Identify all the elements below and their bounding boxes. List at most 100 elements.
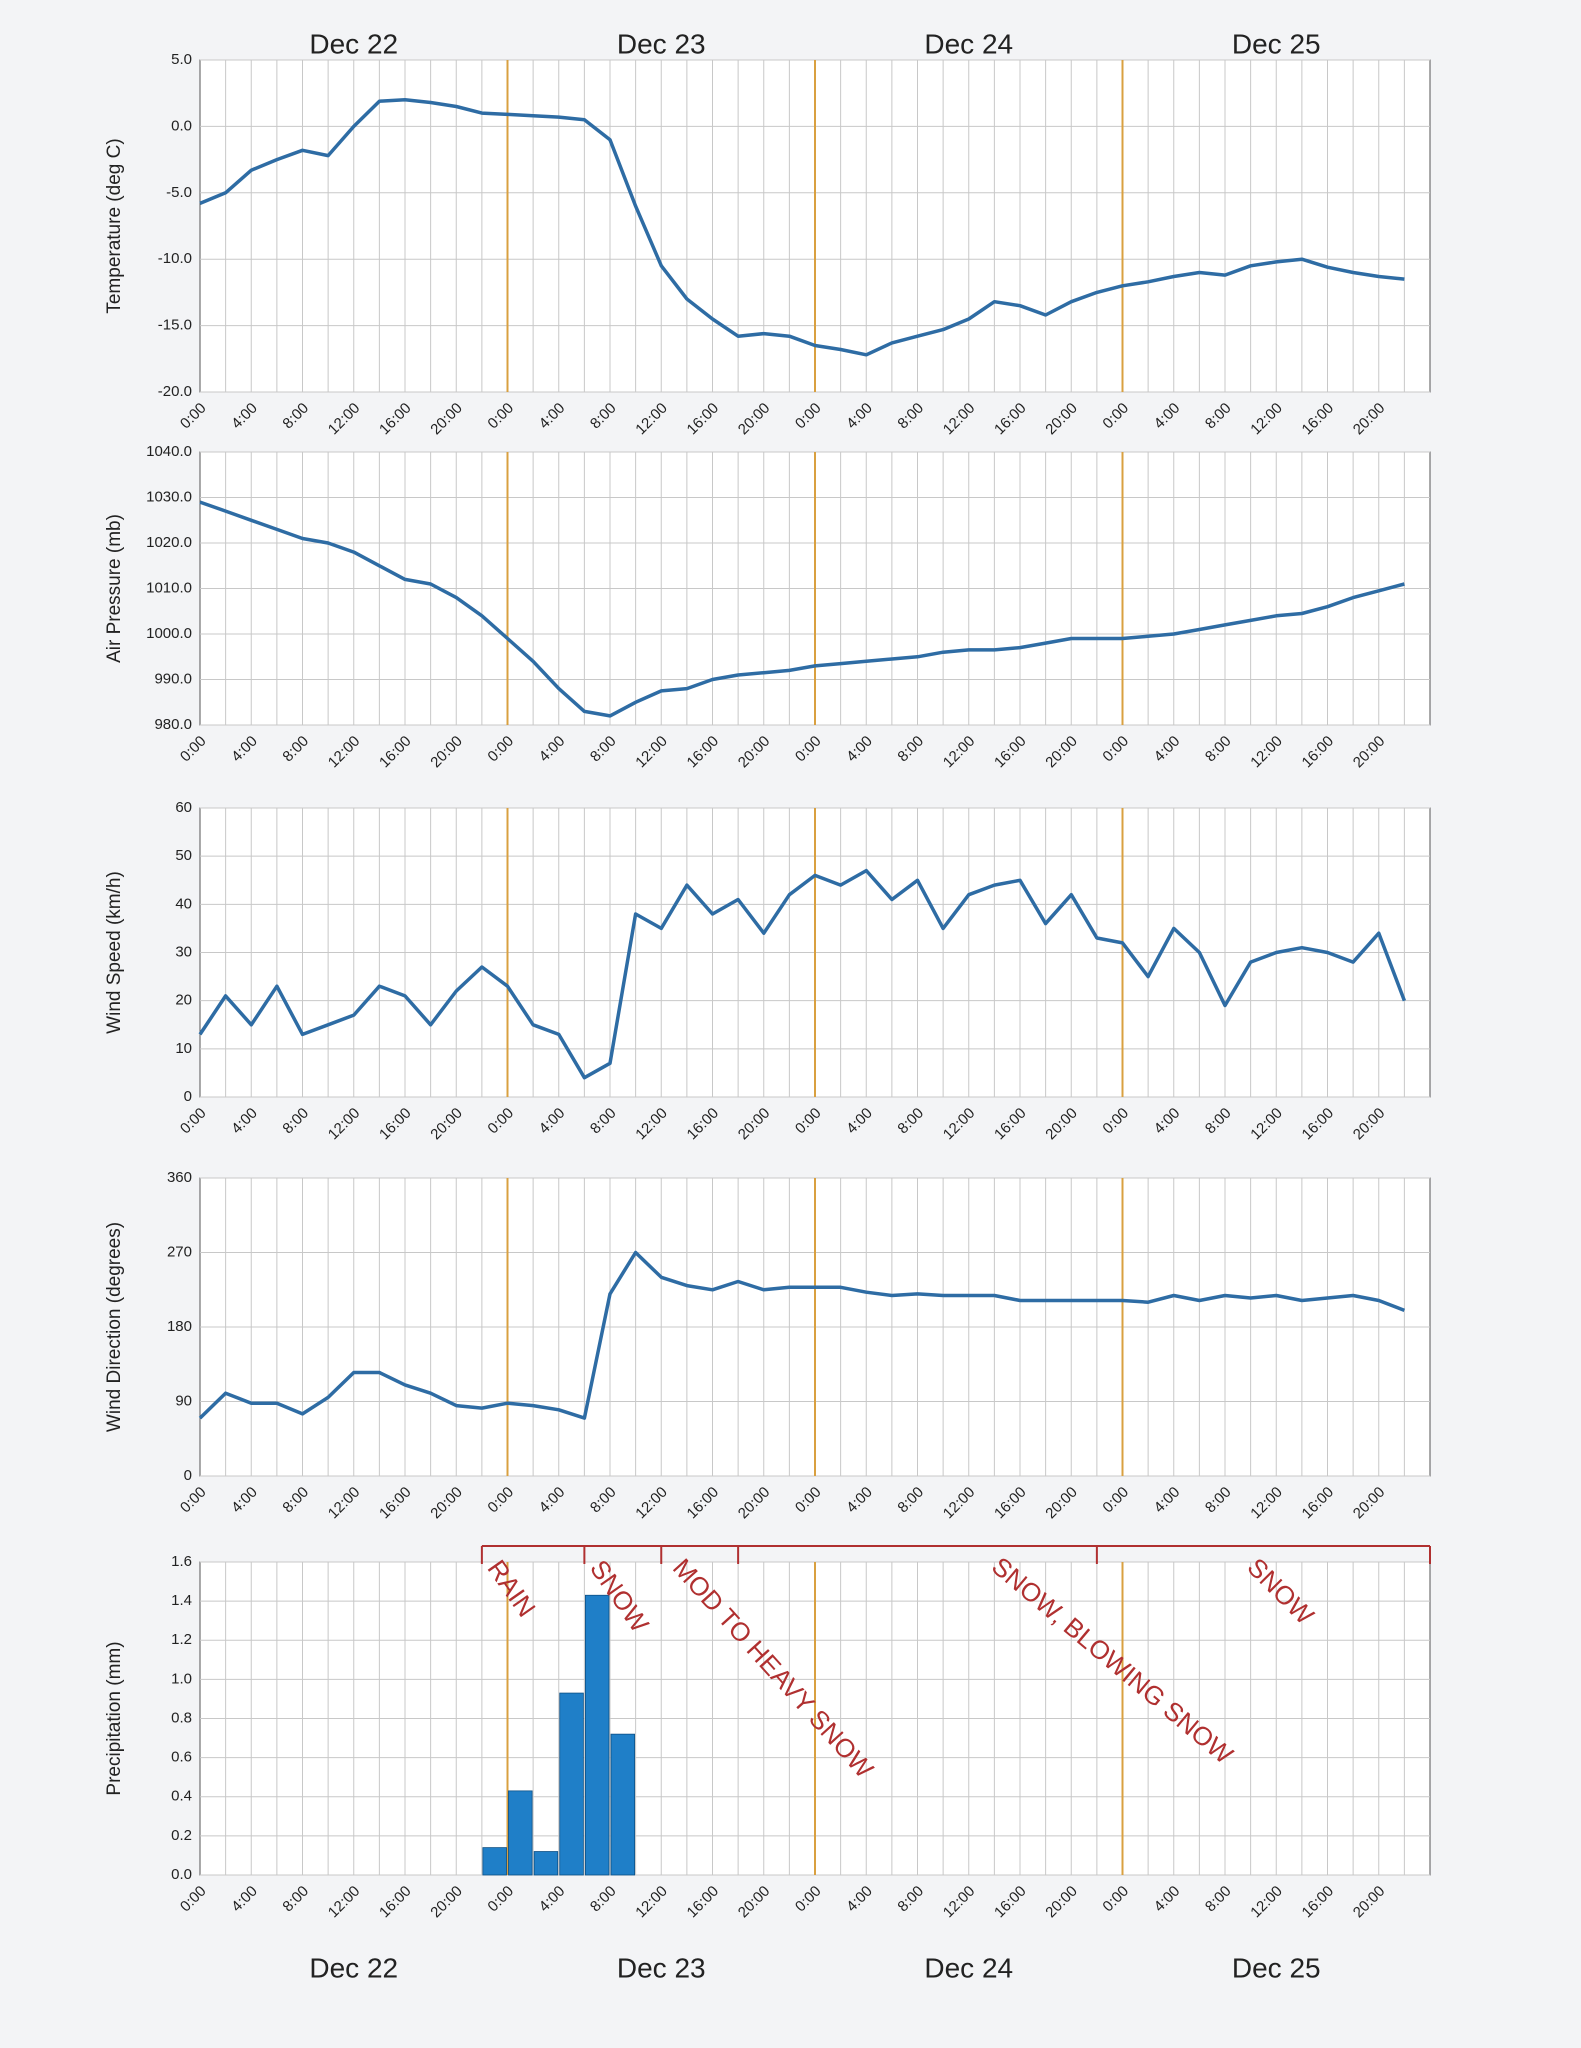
x-tick-label: 4:00 <box>228 1883 261 1916</box>
y-tick-label: -10.0 <box>158 250 192 267</box>
y-tick-label: 5.0 <box>171 51 192 68</box>
x-tick-label: 8:00 <box>1202 1883 1235 1916</box>
x-tick-label: 12:00 <box>940 733 979 772</box>
x-tick-label: 20:00 <box>735 1105 774 1144</box>
x-tick-label: 12:00 <box>325 400 364 439</box>
x-tick-label: 0:00 <box>1099 400 1132 433</box>
y-axis-label: Wind Direction (degrees) <box>104 1222 125 1432</box>
x-tick-label: 16:00 <box>991 1105 1030 1144</box>
y-axis-label: Temperature (deg C) <box>104 138 125 313</box>
y-tick-label: 1020.0 <box>146 534 192 551</box>
x-tick-label: 0:00 <box>792 1484 825 1517</box>
x-tick-label: 8:00 <box>894 733 927 766</box>
x-tick-label: 20:00 <box>1042 1484 1081 1523</box>
y-axis-label: Wind Speed (km/h) <box>104 871 125 1034</box>
x-tick-label: 8:00 <box>894 1105 927 1138</box>
x-tick-label: 8:00 <box>279 733 312 766</box>
x-tick-label: 12:00 <box>1247 1883 1286 1922</box>
x-tick-label: 16:00 <box>684 1883 723 1922</box>
day-label: Dec 25 <box>1232 1952 1321 1983</box>
x-tick-label: 4:00 <box>536 400 569 433</box>
y-tick-label: 60 <box>175 799 192 816</box>
day-label: Dec 25 <box>1232 28 1321 59</box>
y-tick-label: -20.0 <box>158 383 192 400</box>
x-tick-label: 20:00 <box>427 1484 466 1523</box>
x-tick-label: 20:00 <box>1350 400 1389 439</box>
x-tick-label: 4:00 <box>228 1484 261 1517</box>
x-tick-label: 16:00 <box>991 1883 1030 1922</box>
x-tick-label: 8:00 <box>587 400 620 433</box>
x-tick-label: 16:00 <box>991 400 1030 439</box>
y-tick-label: 40 <box>175 895 192 912</box>
x-tick-label: 20:00 <box>427 733 466 772</box>
x-tick-label: 8:00 <box>279 400 312 433</box>
x-tick-label: 20:00 <box>427 400 466 439</box>
x-tick-label: 20:00 <box>427 1883 466 1922</box>
x-tick-label: 20:00 <box>735 1883 774 1922</box>
x-tick-label: 16:00 <box>684 1484 723 1523</box>
y-axis-label: Precipitation (mm) <box>104 1641 125 1795</box>
x-tick-label: 8:00 <box>894 1883 927 1916</box>
x-tick-label: 20:00 <box>1350 1484 1389 1523</box>
x-tick-label: 8:00 <box>587 1105 620 1138</box>
x-tick-label: 16:00 <box>684 400 723 439</box>
y-tick-label: 1010.0 <box>146 579 192 596</box>
x-tick-label: 20:00 <box>1350 1883 1389 1922</box>
x-tick-label: 16:00 <box>684 733 723 772</box>
x-tick-label: 8:00 <box>894 400 927 433</box>
x-tick-label: 4:00 <box>843 1484 876 1517</box>
data-line <box>198 868 1407 1080</box>
x-tick-label: 16:00 <box>991 1484 1030 1523</box>
y-tick-label: 0.8 <box>171 1709 192 1726</box>
x-tick-label: 4:00 <box>536 1105 569 1138</box>
y-tick-label: 180 <box>167 1318 192 1335</box>
x-tick-label: 20:00 <box>1350 733 1389 772</box>
x-tick-label: 20:00 <box>735 400 774 439</box>
y-tick-label: 0.0 <box>171 117 192 134</box>
data-line <box>198 1250 1406 1420</box>
x-tick-label: 16:00 <box>1299 733 1338 772</box>
bar <box>584 1594 610 1876</box>
day-label: Dec 23 <box>617 1952 706 1983</box>
x-tick-label: 4:00 <box>843 1105 876 1138</box>
x-tick-label: 12:00 <box>325 1484 364 1523</box>
x-tick-label: 16:00 <box>376 733 415 772</box>
x-tick-label: 0:00 <box>1099 733 1132 766</box>
x-tick-label: 8:00 <box>1202 1105 1235 1138</box>
x-tick-label: 16:00 <box>1299 1105 1338 1144</box>
x-tick-label: 0:00 <box>177 1883 210 1916</box>
y-tick-label: 10 <box>175 1040 192 1057</box>
x-tick-label: 8:00 <box>894 1484 927 1517</box>
day-label: Dec 24 <box>924 28 1013 59</box>
x-tick-label: 16:00 <box>376 1484 415 1523</box>
y-tick-label: 0.2 <box>171 1827 192 1844</box>
x-tick-label: 8:00 <box>1202 733 1235 766</box>
x-tick-label: 12:00 <box>632 400 671 439</box>
x-tick-label: 8:00 <box>279 1883 312 1916</box>
bar <box>482 1847 507 1876</box>
x-tick-label: 0:00 <box>484 1883 517 1916</box>
y-tick-label: 1.0 <box>171 1670 192 1687</box>
y-tick-label: -15.0 <box>158 317 192 334</box>
x-tick-label: 0:00 <box>177 400 210 433</box>
x-tick-label: 12:00 <box>940 1484 979 1523</box>
x-tick-label: 4:00 <box>843 1883 876 1916</box>
y-tick-label: 1.6 <box>171 1553 192 1570</box>
x-tick-label: 4:00 <box>1151 1484 1184 1517</box>
x-tick-label: 20:00 <box>1042 1105 1081 1144</box>
x-tick-label: 12:00 <box>940 400 979 439</box>
x-tick-label: 4:00 <box>228 1105 261 1138</box>
bar <box>533 1851 559 1876</box>
x-tick-label: 20:00 <box>1042 1883 1081 1922</box>
x-tick-label: 20:00 <box>1350 1105 1389 1144</box>
x-tick-label: 0:00 <box>484 400 517 433</box>
x-tick-label: 20:00 <box>735 733 774 772</box>
x-tick-label: 12:00 <box>1247 1105 1286 1144</box>
x-tick-label: 12:00 <box>325 733 364 772</box>
x-tick-label: 0:00 <box>177 733 210 766</box>
x-tick-label: 0:00 <box>792 400 825 433</box>
y-tick-label: 1040.0 <box>146 443 192 460</box>
x-tick-label: 4:00 <box>228 733 261 766</box>
x-tick-label: 8:00 <box>279 1105 312 1138</box>
x-tick-label: 12:00 <box>632 1883 671 1922</box>
